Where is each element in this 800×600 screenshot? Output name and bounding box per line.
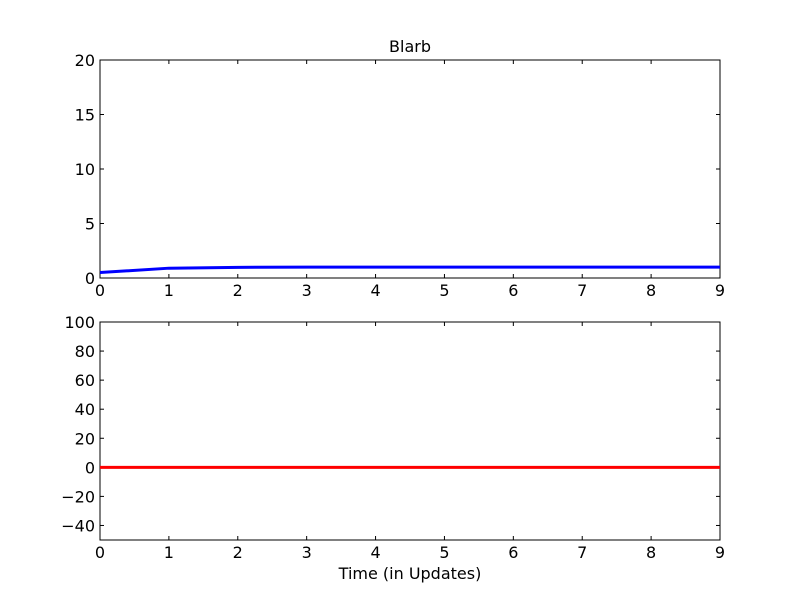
x-tick-label: 1 — [164, 543, 174, 562]
x-tick-label: 5 — [439, 543, 449, 562]
x-tick-label: 8 — [646, 281, 656, 300]
x-tick-label: 9 — [715, 281, 725, 300]
y-tick-label: 10 — [75, 160, 95, 179]
x-tick-label: 8 — [646, 543, 656, 562]
y-tick-label: 15 — [75, 106, 95, 125]
y-tick-label: 60 — [75, 371, 95, 390]
x-tick-label: 0 — [95, 281, 105, 300]
x-tick-label: 6 — [508, 281, 518, 300]
y-tick-label: 5 — [85, 215, 95, 234]
bottom-plot: 0 1 2 3 4 5 6 7 8 9 −40 −20 0 20 40 60 80 100 — [61, 313, 725, 562]
x-tick-label: 1 — [164, 281, 174, 300]
x-tick-label: 3 — [302, 543, 312, 562]
series-line — [99, 265, 720, 275]
x-tick-label: 5 — [439, 281, 449, 300]
x-tick-label: 4 — [370, 281, 380, 300]
y-tick-label: 20 — [75, 429, 95, 448]
x-axis-label: Time (in Updates) — [338, 564, 482, 583]
x-tick-label: 7 — [577, 281, 587, 300]
y-tick-label: 20 — [75, 51, 95, 70]
y-tick-label: −20 — [61, 487, 95, 506]
y-tick-label: 80 — [75, 342, 95, 361]
plot-frame — [99, 321, 721, 541]
x-tick-label: 4 — [370, 543, 380, 562]
x-tick-label: 3 — [302, 281, 312, 300]
chart-title: Blarb — [389, 37, 431, 56]
y-tick-label: 100 — [64, 313, 95, 332]
y-tick-label: 40 — [75, 400, 95, 419]
x-tick-label: 9 — [715, 543, 725, 562]
y-tick-label: −40 — [61, 516, 95, 535]
x-tick-label: 6 — [508, 543, 518, 562]
x-tick-label: 0 — [95, 543, 105, 562]
x-tick-label: 2 — [233, 543, 243, 562]
y-tick-label: 0 — [85, 269, 95, 288]
x-tick-label: 2 — [233, 281, 243, 300]
top-plot: 0 1 2 3 4 5 6 7 8 9 0 5 10 15 20 — [75, 51, 725, 300]
x-tick-label: 7 — [577, 543, 587, 562]
y-tick-label: 0 — [85, 458, 95, 477]
